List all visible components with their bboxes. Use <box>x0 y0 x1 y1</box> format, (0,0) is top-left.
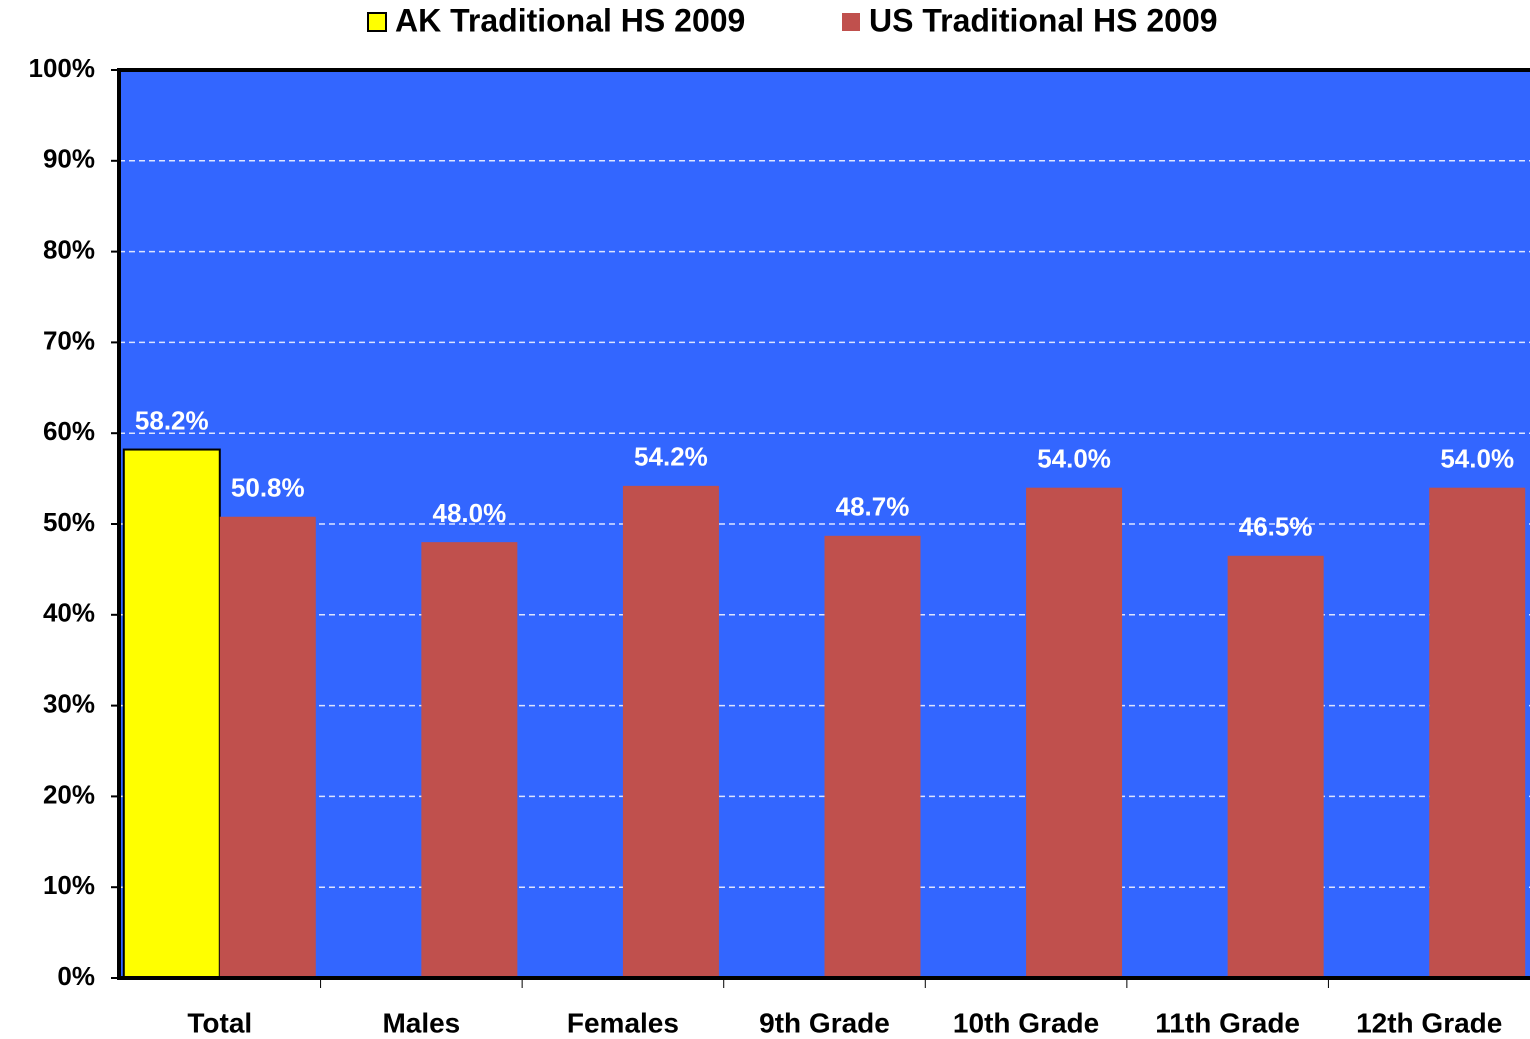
bar <box>1026 487 1123 978</box>
data-label: 48.7% <box>836 492 910 522</box>
y-tick-label: 70% <box>43 325 95 355</box>
y-tick-label: 100% <box>29 53 96 83</box>
y-tick-label: 10% <box>43 870 95 900</box>
x-tick-label: 12th Grade <box>1356 1007 1502 1038</box>
data-label: 50.8% <box>231 473 305 503</box>
bar <box>219 516 316 978</box>
data-label: 54.0% <box>1440 444 1514 474</box>
y-tick-label: 30% <box>43 688 95 718</box>
bar <box>824 535 921 978</box>
data-label: 46.5% <box>1239 512 1313 542</box>
y-tick-label: 20% <box>43 779 95 809</box>
data-label: 48.0% <box>432 498 506 528</box>
x-tick-label: 11th Grade <box>1155 1007 1300 1038</box>
x-tick-label: Males <box>382 1007 460 1038</box>
legend-swatch <box>367 12 387 32</box>
data-label: 54.0% <box>1037 444 1111 474</box>
x-tick-label: Total <box>187 1007 252 1038</box>
bar <box>1227 555 1324 978</box>
y-tick-label: 80% <box>43 234 95 264</box>
y-tick-label: 60% <box>43 416 95 446</box>
data-label: 54.2% <box>634 442 708 472</box>
bar <box>622 485 719 978</box>
bar <box>1429 487 1526 978</box>
legend-swatch <box>842 13 860 31</box>
y-tick-label: 0% <box>57 961 95 991</box>
y-tick-label: 40% <box>43 598 95 628</box>
data-label: 58.2% <box>135 405 209 435</box>
legend-label: AK Traditional HS 2009 <box>395 2 745 38</box>
x-tick-label: 10th Grade <box>953 1007 1099 1038</box>
bar <box>122 448 221 979</box>
plot-border <box>117 68 1530 980</box>
bar <box>421 542 518 978</box>
x-tick-label: 9th Grade <box>759 1007 890 1038</box>
y-tick-label: 50% <box>43 507 95 537</box>
y-tick-label: 90% <box>43 144 95 174</box>
legend-label: US Traditional HS 2009 <box>869 2 1218 38</box>
x-tick-label: Females <box>567 1007 679 1038</box>
